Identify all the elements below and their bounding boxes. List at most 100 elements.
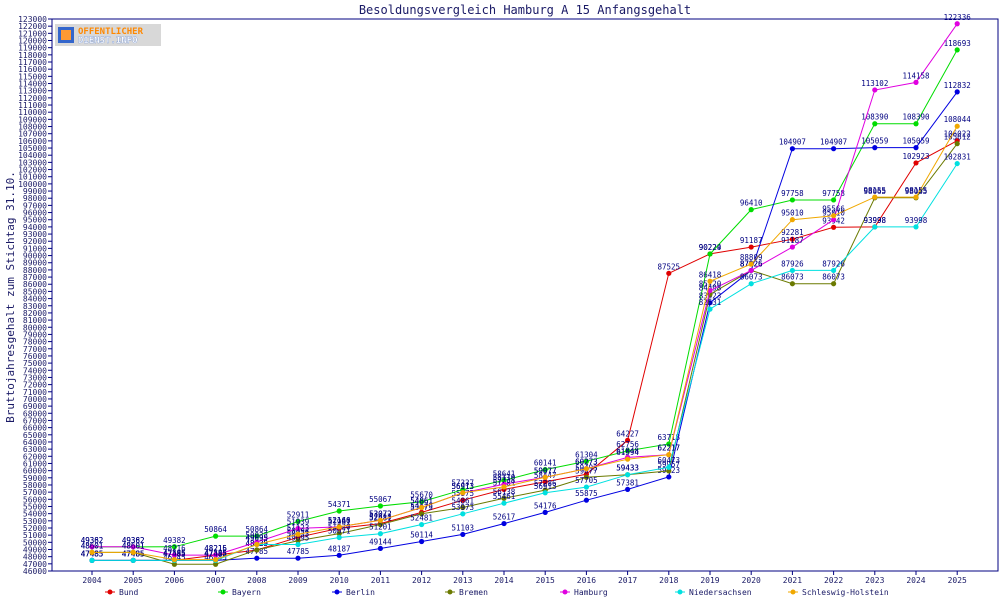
data-point bbox=[460, 504, 466, 511]
data-point bbox=[831, 217, 837, 223]
data-label: 54861 bbox=[452, 496, 475, 505]
x-tick-label: 2020 bbox=[742, 576, 761, 585]
series-layer: 4748547485474854821548925506945196152613… bbox=[81, 13, 971, 567]
data-label: 86073 bbox=[781, 273, 804, 282]
data-point bbox=[336, 534, 342, 541]
data-label: 93998 bbox=[864, 216, 887, 225]
data-label: 93998 bbox=[864, 216, 887, 225]
y-tick-label: 46000 bbox=[23, 567, 47, 576]
data-label: 47585 bbox=[204, 549, 227, 558]
data-point bbox=[89, 557, 95, 563]
y-tick-label: 121000 bbox=[18, 29, 47, 38]
data-label: 113102 bbox=[861, 79, 888, 88]
legend-label: Berlin bbox=[346, 588, 375, 597]
data-label: 49695 bbox=[287, 534, 310, 543]
data-label: 62756 bbox=[616, 440, 639, 449]
y-tick-label: 61000 bbox=[23, 459, 47, 468]
data-label: 48215 bbox=[204, 544, 227, 553]
data-point bbox=[666, 474, 672, 480]
data-point bbox=[336, 524, 342, 530]
data-point bbox=[872, 194, 878, 200]
legend-item: Bayern bbox=[218, 588, 261, 597]
data-label: 49362 bbox=[81, 536, 104, 545]
data-point bbox=[954, 160, 960, 167]
data-point bbox=[625, 448, 631, 454]
data-label: 55670 bbox=[410, 491, 433, 500]
y-tick-label: 106000 bbox=[18, 137, 47, 146]
data-point bbox=[872, 145, 878, 151]
data-label: 54176 bbox=[534, 501, 557, 510]
data-label: 53072 bbox=[369, 509, 392, 518]
data-point bbox=[295, 525, 301, 532]
data-label: 108390 bbox=[861, 113, 889, 122]
data-label: 48216 bbox=[204, 544, 227, 553]
data-point bbox=[583, 497, 590, 503]
data-label: 62217 bbox=[658, 444, 681, 453]
data-point bbox=[913, 224, 919, 230]
data-label: 104907 bbox=[779, 138, 806, 147]
data-label: 63718 bbox=[658, 433, 681, 442]
data-label: 104907 bbox=[820, 138, 847, 147]
data-label: 98155 bbox=[864, 186, 887, 195]
y-tick-label: 117000 bbox=[18, 58, 47, 67]
data-point bbox=[377, 521, 383, 528]
data-label: 48216 bbox=[163, 544, 186, 553]
data-label: 52481 bbox=[410, 514, 433, 523]
data-point bbox=[295, 538, 301, 544]
data-label: 57381 bbox=[616, 478, 639, 487]
y-tick-label: 112000 bbox=[18, 94, 47, 103]
y-tick-label: 111000 bbox=[18, 101, 47, 110]
data-label: 57337 bbox=[452, 479, 475, 488]
data-label: 98065 bbox=[905, 187, 928, 196]
y-tick-label: 119000 bbox=[18, 44, 47, 53]
x-tick-label: 2017 bbox=[618, 576, 637, 585]
series-schleswig-holstein: 48601 48601 47585 47585 49695 51123 52160 53072… bbox=[81, 115, 971, 563]
legend: Bund Bayern Berlin Bremen Hamburg Niedersachs… bbox=[105, 588, 889, 597]
data-point bbox=[625, 456, 631, 462]
chart-title: Besoldungsvergleich Hamburg A 15 Anfangs… bbox=[359, 3, 691, 17]
data-label: 48187 bbox=[328, 544, 351, 553]
y-tick-label: 99000 bbox=[23, 187, 47, 196]
y-axis: 4600047000480004900050000510005200053000… bbox=[18, 15, 52, 576]
legend-label: Bayern bbox=[232, 588, 261, 597]
data-point bbox=[171, 544, 177, 550]
x-tick-label: 2025 bbox=[948, 576, 967, 585]
data-point bbox=[171, 561, 177, 567]
data-label: 90224 bbox=[699, 243, 722, 252]
y-tick-label: 64000 bbox=[23, 438, 47, 447]
data-point bbox=[295, 555, 301, 561]
data-label: 90229 bbox=[699, 243, 722, 252]
y-tick-label: 110000 bbox=[18, 108, 47, 117]
y-tick-label: 68000 bbox=[23, 409, 47, 418]
y-tick-label: 101000 bbox=[18, 173, 47, 182]
series-line bbox=[92, 49, 958, 548]
data-point bbox=[583, 466, 590, 472]
data-label: 61304 bbox=[575, 450, 598, 459]
y-tick-label: 69000 bbox=[23, 402, 47, 411]
data-label: 48601 bbox=[81, 541, 104, 550]
y-tick-label: 105000 bbox=[18, 144, 47, 153]
data-point bbox=[419, 521, 425, 528]
data-point bbox=[913, 160, 919, 166]
data-label: 47785 bbox=[287, 547, 310, 556]
series-line bbox=[92, 23, 958, 556]
data-point bbox=[336, 530, 342, 537]
x-tick-label: 2012 bbox=[412, 576, 431, 585]
y-tick-label: 115000 bbox=[18, 72, 47, 81]
data-label: 59433 bbox=[616, 464, 639, 473]
y-tick-label: 73000 bbox=[23, 373, 47, 382]
data-point bbox=[625, 437, 631, 443]
series-line bbox=[92, 125, 958, 561]
legend-item: Berlin bbox=[332, 588, 375, 597]
data-point bbox=[954, 89, 960, 95]
data-label: 98065 bbox=[864, 187, 887, 196]
data-point bbox=[789, 281, 796, 287]
data-point bbox=[501, 520, 507, 527]
legend-swatch-marker bbox=[334, 589, 340, 595]
data-label: 91187 bbox=[781, 236, 804, 245]
data-point bbox=[583, 474, 590, 480]
data-label: 93998 bbox=[905, 216, 928, 225]
data-label: 61848 bbox=[616, 446, 639, 455]
data-label: 62217 bbox=[658, 444, 681, 453]
